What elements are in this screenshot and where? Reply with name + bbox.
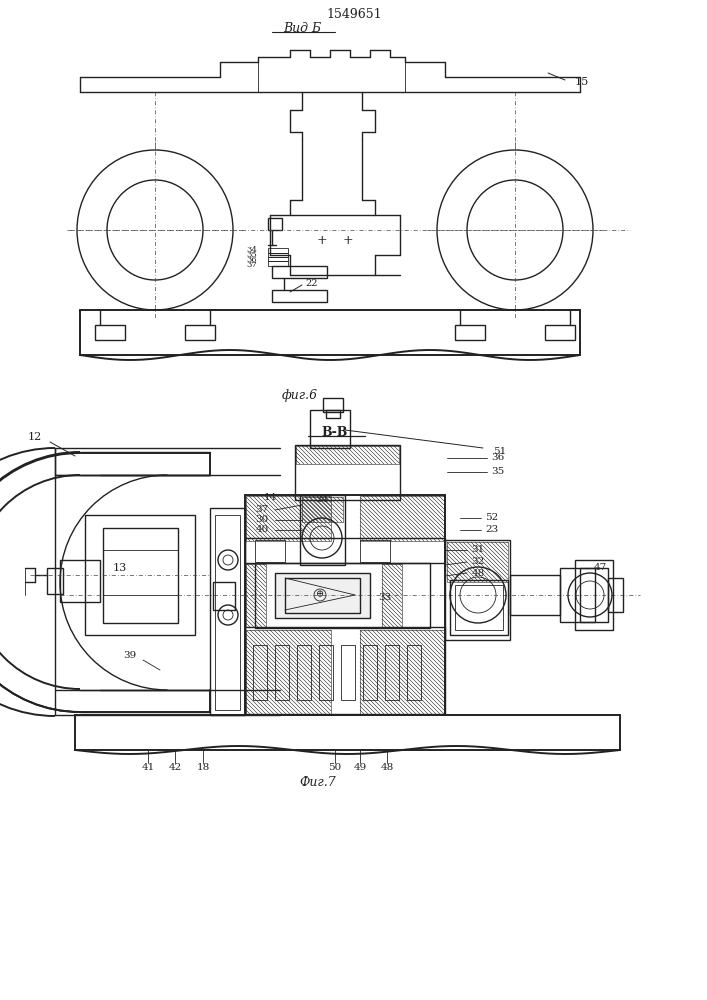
Text: 40: 40 [255,526,269,534]
Bar [275,645,289,700]
Bar [450,580,508,635]
Bar [455,325,485,340]
Bar [272,290,327,302]
Bar [360,496,444,541]
Text: ⊕: ⊕ [316,590,324,599]
Bar [323,398,343,412]
Text: 37: 37 [246,261,257,269]
Text: В-В: В-В [322,426,348,438]
Text: Фиг.7: Фиг.7 [300,776,337,790]
Bar [455,585,503,630]
Bar [268,248,288,253]
Bar [382,564,402,627]
Bar [246,630,331,714]
Bar [213,582,235,610]
Text: 30: 30 [255,516,269,524]
Bar [47,568,63,594]
Bar [608,578,623,612]
Text: 22: 22 [305,278,317,288]
Bar [285,578,360,613]
Text: 13: 13 [113,563,127,573]
Text: 48: 48 [472,568,484,578]
Text: 35: 35 [491,468,505,477]
Bar [268,253,288,257]
Text: 1549651: 1549651 [326,8,382,21]
Text: фиг.6: фиг.6 [282,388,318,401]
Text: 52: 52 [486,514,498,522]
Text: 34: 34 [246,246,257,254]
Bar [245,627,445,714]
Text: 37: 37 [255,506,269,514]
Bar [560,568,595,622]
Bar [300,495,345,565]
Bar [95,325,125,340]
Text: 49: 49 [354,762,367,772]
Bar [310,410,350,448]
Bar [268,257,288,261]
Bar [447,542,508,582]
Text: 14: 14 [264,493,276,502]
Bar [268,261,288,266]
Text: 34: 34 [315,495,329,504]
Bar [360,630,444,714]
Bar [385,645,399,700]
Bar [85,515,195,635]
Bar [363,645,377,700]
Text: 12: 12 [28,432,42,442]
Bar [326,410,340,418]
Bar [360,540,390,562]
Bar [245,495,445,715]
Text: +: + [317,233,327,246]
Bar [407,645,421,700]
Text: 50: 50 [328,762,341,772]
Text: 47: 47 [593,562,607,572]
Bar [246,564,266,627]
Text: 15: 15 [575,77,589,87]
Bar [297,645,311,700]
Text: +: + [343,233,354,246]
Bar [60,560,100,602]
Bar [268,218,282,230]
Text: 39: 39 [124,650,136,660]
Text: 33: 33 [378,593,392,602]
Text: Вид Б: Вид Б [283,21,321,34]
Text: 36: 36 [246,256,257,264]
Bar [245,538,445,563]
Bar [545,325,575,340]
Text: 35: 35 [246,251,257,259]
Text: 48: 48 [380,762,394,772]
Bar [272,266,327,278]
Bar [580,568,608,622]
Bar [246,496,331,541]
Text: 18: 18 [197,762,209,772]
Bar [103,528,178,623]
Bar [319,645,333,700]
Bar [302,497,343,522]
Bar [575,560,613,630]
Bar [296,446,399,464]
Text: 32: 32 [472,558,484,566]
Text: 23: 23 [486,526,498,534]
Bar [341,645,355,700]
Bar [255,540,285,562]
Text: 36: 36 [491,454,505,462]
Text: 51: 51 [493,448,507,456]
Bar [275,573,370,618]
Text: 41: 41 [141,762,155,772]
Bar [295,445,400,500]
Bar [253,645,267,700]
Bar [210,508,245,715]
Bar [215,515,240,710]
Bar [510,575,560,615]
Bar [255,563,430,628]
Text: 31: 31 [472,546,484,554]
Text: 42: 42 [168,762,182,772]
Bar [185,325,215,340]
Bar [445,540,510,640]
